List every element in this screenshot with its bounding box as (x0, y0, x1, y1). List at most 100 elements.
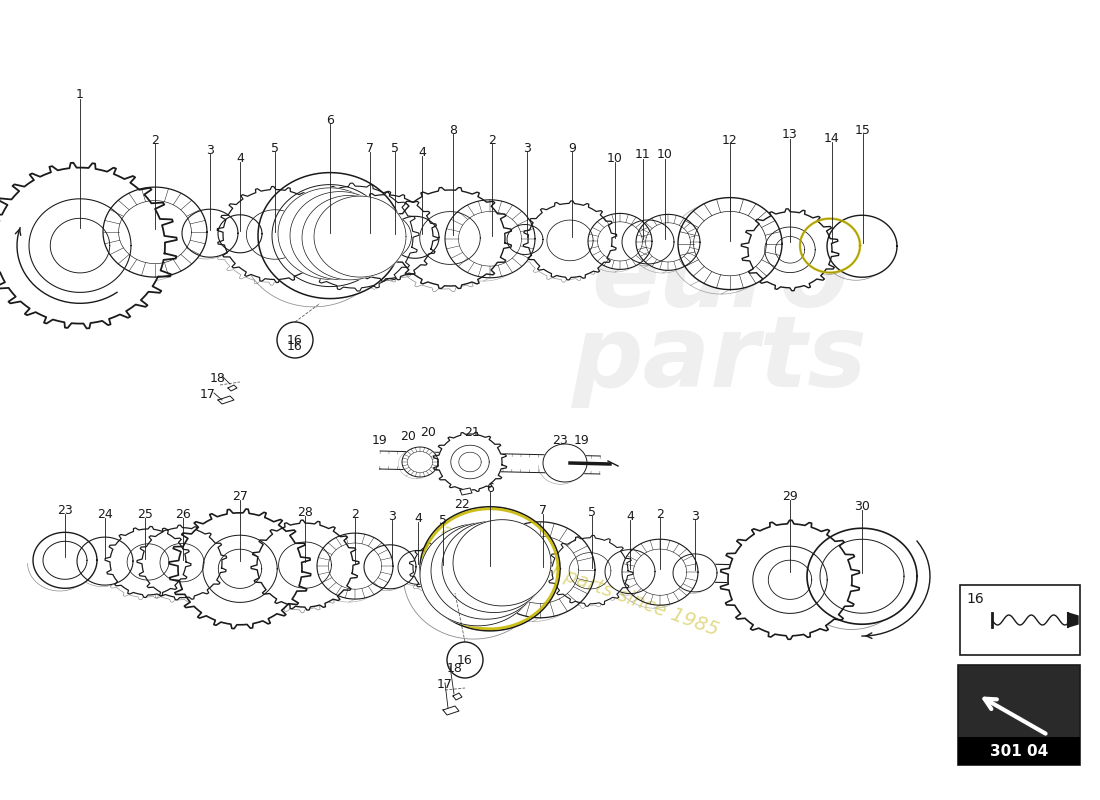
Polygon shape (507, 225, 543, 254)
Polygon shape (431, 522, 541, 619)
Text: 11: 11 (635, 149, 651, 162)
Text: 4: 4 (626, 510, 634, 522)
Polygon shape (820, 241, 870, 251)
Polygon shape (807, 528, 917, 624)
Polygon shape (1068, 613, 1078, 627)
Polygon shape (33, 532, 97, 588)
Text: 20: 20 (400, 430, 416, 442)
Polygon shape (350, 552, 640, 586)
Polygon shape (800, 218, 860, 273)
Polygon shape (720, 520, 859, 639)
Text: 15: 15 (855, 123, 871, 137)
Polygon shape (719, 235, 821, 254)
Text: 1: 1 (76, 89, 84, 102)
Polygon shape (398, 550, 438, 584)
Text: 30: 30 (854, 499, 870, 513)
Polygon shape (433, 432, 507, 492)
Text: 6: 6 (326, 114, 334, 126)
Text: 2: 2 (351, 507, 359, 521)
Polygon shape (636, 214, 700, 270)
Bar (958, 665, 1080, 765)
Polygon shape (169, 509, 311, 629)
Text: 3: 3 (388, 510, 396, 522)
Text: 3: 3 (524, 142, 531, 154)
Polygon shape (547, 535, 632, 606)
Polygon shape (442, 521, 546, 613)
Text: 23: 23 (552, 434, 568, 446)
Polygon shape (420, 507, 560, 630)
Text: 2: 2 (488, 134, 496, 146)
Text: 7: 7 (539, 503, 547, 517)
Polygon shape (741, 209, 839, 290)
Text: 18: 18 (447, 662, 463, 674)
Polygon shape (317, 533, 393, 599)
Text: 20: 20 (420, 426, 436, 439)
Polygon shape (827, 215, 896, 278)
Bar (960, 585, 1080, 655)
Text: 28: 28 (297, 506, 312, 518)
Text: 17: 17 (437, 678, 453, 691)
Text: 29: 29 (782, 490, 797, 502)
Text: 13: 13 (782, 129, 797, 142)
Text: 301 04: 301 04 (990, 743, 1048, 758)
Text: 12: 12 (722, 134, 738, 146)
Text: 10: 10 (607, 151, 623, 165)
Text: 16: 16 (287, 339, 303, 353)
Polygon shape (485, 522, 595, 618)
Polygon shape (524, 201, 617, 280)
Text: 21: 21 (464, 426, 480, 438)
Text: 9: 9 (568, 142, 576, 154)
Polygon shape (443, 706, 459, 715)
Polygon shape (605, 550, 654, 594)
Polygon shape (302, 195, 398, 280)
Text: 19: 19 (574, 434, 590, 446)
Text: 2: 2 (151, 134, 158, 146)
Text: 26: 26 (175, 507, 191, 521)
Text: 23: 23 (57, 503, 73, 517)
Polygon shape (640, 563, 780, 583)
Text: parts: parts (572, 311, 868, 409)
Polygon shape (588, 214, 652, 270)
Polygon shape (364, 545, 416, 589)
Text: 18: 18 (210, 371, 225, 385)
Text: 14: 14 (824, 131, 840, 145)
Polygon shape (621, 220, 674, 264)
Polygon shape (379, 451, 601, 474)
Text: 25: 25 (138, 507, 153, 521)
Text: 24: 24 (97, 507, 113, 521)
Text: 27: 27 (232, 490, 248, 502)
Polygon shape (0, 162, 177, 329)
Polygon shape (390, 216, 439, 258)
Polygon shape (292, 183, 419, 291)
Text: 17: 17 (200, 389, 216, 402)
Text: 4: 4 (414, 511, 422, 525)
Polygon shape (332, 192, 438, 281)
Polygon shape (314, 196, 406, 277)
Text: 5: 5 (588, 506, 596, 518)
Text: 19: 19 (372, 434, 388, 446)
Polygon shape (217, 186, 333, 282)
Polygon shape (251, 520, 359, 610)
Polygon shape (446, 200, 535, 278)
Text: 10: 10 (657, 149, 673, 162)
Text: 3: 3 (206, 143, 213, 157)
Polygon shape (460, 488, 472, 495)
Text: 7: 7 (366, 142, 374, 154)
Polygon shape (138, 525, 227, 600)
Text: 6: 6 (486, 482, 494, 494)
Polygon shape (420, 524, 536, 626)
Polygon shape (103, 187, 207, 277)
Polygon shape (77, 537, 133, 585)
Polygon shape (678, 198, 782, 290)
Text: 5: 5 (271, 142, 279, 154)
Polygon shape (218, 396, 234, 404)
Polygon shape (106, 526, 191, 598)
Polygon shape (453, 693, 462, 700)
Text: 4: 4 (236, 151, 244, 165)
Text: 22: 22 (454, 498, 470, 510)
Polygon shape (228, 385, 236, 391)
Polygon shape (278, 188, 382, 279)
Text: 2: 2 (656, 507, 664, 521)
Polygon shape (218, 215, 262, 253)
Text: 8: 8 (449, 123, 456, 137)
